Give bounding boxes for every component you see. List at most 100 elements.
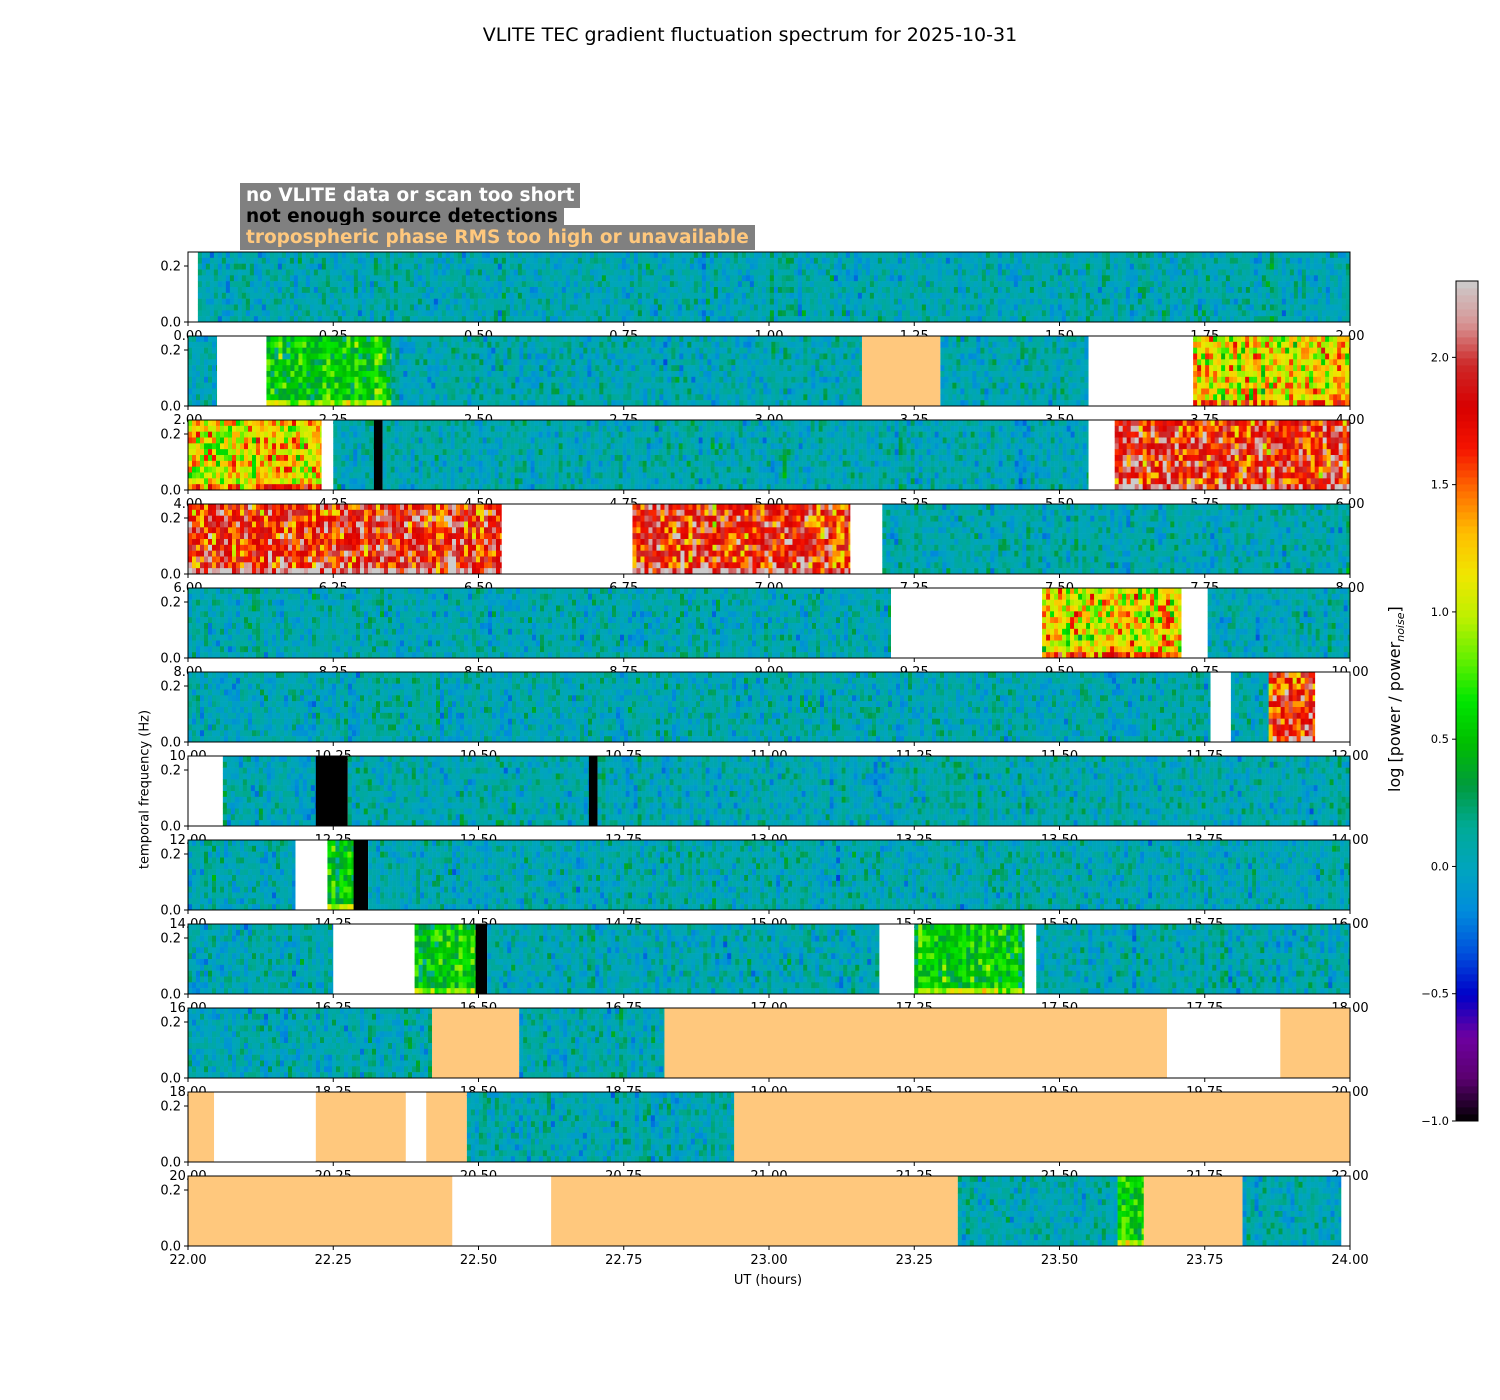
segment-tropo: [1280, 1008, 1350, 1078]
figure-title: VLITE TEC gradient fluctuation spectrum …: [0, 24, 1500, 46]
segment-nodata: [850, 504, 883, 574]
segment-strong: [1114, 420, 1351, 491]
segment-nodata: [405, 1092, 427, 1162]
colorbar-tick-label: 0.5: [1431, 732, 1449, 746]
segment-active: [1042, 588, 1182, 659]
segment-nodata: [188, 756, 223, 826]
segment-quiet: [368, 840, 1351, 911]
x-tick-label: 22.50: [460, 1253, 497, 1268]
colorbar-tick-label: 2.0: [1431, 350, 1449, 364]
panel-5: 0.00.210.0010.2510.5010.7511.0011.2511.5…: [160, 671, 1369, 764]
panel-9: 0.00.218.0018.2518.5018.7519.0019.2519.5…: [160, 1007, 1369, 1100]
panel-8: 0.00.216.0016.2516.5016.7517.0017.2517.5…: [160, 923, 1369, 1016]
segment-active: [188, 420, 322, 491]
segment-quiet: [882, 504, 1351, 575]
segment-mild: [1117, 1176, 1145, 1247]
segment-nodata: [1088, 420, 1115, 490]
segment-quiet: [466, 1092, 735, 1163]
x-tick-label: 23.25: [896, 1253, 933, 1268]
segment-tropo: [426, 1092, 467, 1162]
legend-no-detections: not enough source detections: [240, 204, 564, 229]
segment-strong: [1268, 672, 1316, 743]
segment-quiet: [597, 756, 1351, 827]
segment-mild: [327, 840, 354, 911]
segment-nodata: [1315, 672, 1350, 742]
segment-nodata: [1088, 336, 1194, 406]
y-tick-label: 0.0: [160, 652, 181, 667]
segment-quiet: [487, 924, 880, 995]
colorbar: −1.0 −0.5 0.0 0.5 1.0 1.5 2.0: [1421, 280, 1479, 1128]
y-tick-label: 0.0: [160, 904, 181, 919]
segment-nodata: [891, 588, 1043, 658]
y-tick-label: 0.0: [160, 736, 181, 751]
segment-tropo: [188, 1176, 453, 1246]
segment-quiet: [957, 1176, 1118, 1247]
y-tick-label: 0.2: [160, 680, 181, 695]
x-tick-label: 22.00: [169, 1253, 206, 1268]
segment-nodata: [1181, 588, 1208, 658]
segment-quiet: [382, 420, 1089, 491]
y-tick-label: 0.0: [160, 400, 181, 415]
segment-quiet: [188, 588, 892, 659]
segment-nodata: [879, 924, 915, 994]
segment-tropo: [551, 1176, 958, 1246]
x-tick-label: 23.00: [750, 1253, 787, 1268]
segment-nodata: [321, 420, 334, 490]
x-axis-label: UT (hours): [668, 1273, 868, 1288]
segment-tropo: [188, 1092, 215, 1162]
y-tick-label: 0.0: [160, 820, 181, 835]
colorbar-tick-label: 1.0: [1431, 605, 1449, 619]
segment-nodata: [214, 1092, 316, 1162]
segment-nodata: [1341, 1176, 1350, 1246]
x-tick-label: 23.50: [1041, 1253, 1078, 1268]
segment-mild: [266, 336, 392, 407]
y-tick-label: 0.2: [160, 596, 181, 611]
segment-nodet: [588, 756, 598, 826]
panel-11: 0.0 0.2 22.00 22.25 22.50 22.75 23.00 23.25 23.5…: [160, 1175, 1369, 1268]
segment-nodet: [475, 924, 488, 994]
y-tick-label: 0.2: [160, 1184, 181, 1199]
segment-quiet: [333, 420, 375, 491]
segment-quiet: [188, 840, 296, 911]
y-tick-label: 0.0: [160, 1072, 181, 1087]
y-tick-label: 0.0: [160, 316, 181, 331]
segment-nodata: [1024, 924, 1037, 994]
segment-mild: [414, 924, 476, 995]
segment-mild: [914, 924, 1025, 995]
segment-nodata: [217, 336, 267, 406]
legend-no-data: no VLITE data or scan too short: [240, 183, 581, 208]
segment-quiet: [197, 252, 1351, 323]
segment-strong: [632, 504, 851, 575]
segment-tropo: [734, 1092, 1350, 1162]
x-tick-label: 22.75: [605, 1253, 642, 1268]
panel-6: 0.00.212.0012.2512.5012.7513.0013.2513.5…: [160, 755, 1369, 848]
colorbar-tick-label: −1.0: [1421, 1114, 1449, 1128]
segment-quiet: [188, 1008, 433, 1079]
segment-nodata: [452, 1176, 552, 1246]
panel-2: 0.00.24.004.254.504.755.005.255.505.756.…: [160, 419, 1364, 512]
segment-nodata: [1166, 1008, 1281, 1078]
y-tick-label: 0.0: [160, 1240, 181, 1255]
y-tick-label: 0.0: [160, 1156, 181, 1171]
segment-nodet: [315, 756, 348, 826]
y-tick-label: 0.2: [160, 260, 181, 275]
segment-quiet: [519, 1008, 665, 1079]
panel-10: 0.00.220.0020.2520.5020.7521.0021.2521.5…: [160, 1091, 1369, 1184]
segment-nodata: [295, 840, 328, 910]
y-tick-label: 0.0: [160, 568, 181, 583]
colorbar-tick-label: −0.5: [1421, 987, 1449, 1001]
colorbar-label-main: log [power / power: [1385, 642, 1404, 792]
segment-quiet: [1207, 588, 1351, 659]
segment-quiet: [1036, 924, 1351, 995]
segment-quiet: [188, 672, 1211, 743]
segment-quiet: [188, 924, 334, 995]
panel-7: 0.00.214.0014.2514.5014.7515.0015.2515.5…: [160, 839, 1369, 932]
x-tick-label: 23.75: [1186, 1253, 1223, 1268]
segment-quiet: [1230, 672, 1269, 743]
y-tick-label: 0.2: [160, 932, 181, 947]
segment-nodata: [188, 252, 198, 322]
segment-nodata: [1210, 672, 1231, 742]
colorbar-tick-label: 0.0: [1431, 859, 1449, 873]
